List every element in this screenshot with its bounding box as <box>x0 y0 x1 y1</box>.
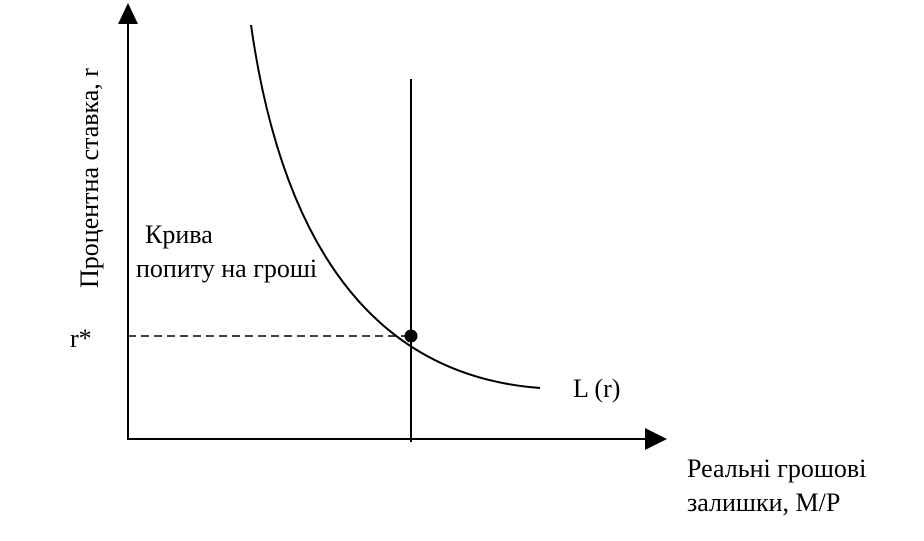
equilibrium-rate-label: r* <box>70 324 92 353</box>
curve-description-line-1: Крива <box>145 220 213 249</box>
x-axis-arrow <box>645 428 667 450</box>
y-axis-arrow <box>118 3 138 24</box>
curve-description-label: Крива попиту на гроші <box>136 218 317 286</box>
x-axis-label-line-2: залишки, M/P <box>687 488 841 517</box>
equilibrium-point <box>404 329 418 343</box>
y-axis-label: Процентна ставка, r <box>75 68 104 288</box>
curve-name-label: L (r) <box>573 374 621 403</box>
money-demand-curve <box>250 24 541 389</box>
x-axis-label: Реальні грошові залишки, M/P <box>687 452 866 520</box>
x-axis-label-line-1: Реальні грошові <box>687 454 867 483</box>
curve-description-line-2: попиту на гроші <box>136 254 318 283</box>
